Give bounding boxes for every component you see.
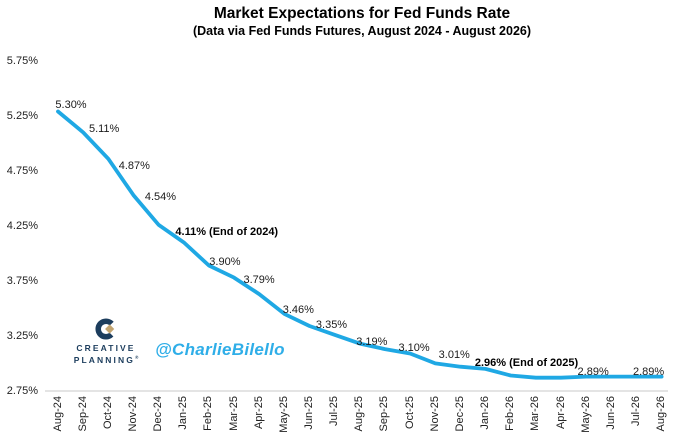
fed-funds-rate-line [56,109,664,380]
data-point-label: 2.89% [632,365,665,378]
y-tick-label: 5.75% [6,55,38,67]
x-tick-label: Jan-26 [479,396,492,430]
data-point-label: 4.87% [118,159,150,172]
logo-text-planning: PLANNING® [73,354,139,365]
x-tick-label: Nov-24 [126,396,139,432]
data-point-label: 3.79% [243,273,275,286]
x-tick-label: Sep-24 [76,396,89,432]
data-point-label: 3.10% [398,341,430,354]
y-tick-label: 2.75% [6,385,38,397]
data-point-label: 3.01% [438,349,470,362]
data-point-label: 2.96% (End of 2025) [474,356,579,369]
x-tick-label: Nov-25 [428,396,441,432]
x-tick-label: Aug-24 [51,396,64,432]
x-tick-label: Oct-25 [403,396,416,430]
data-point-label: 5.30% [55,98,87,111]
x-tick-label: Jul-26 [629,396,642,426]
x-tick-label: Mar-26 [529,396,542,431]
x-tick-label: Aug-26 [655,396,668,432]
data-point-label: 4.54% [144,191,177,204]
x-tick-label: Apr-25 [252,396,265,430]
watermark: @CharlieBilello [155,340,285,359]
x-tick-label: Mar-25 [227,396,240,431]
data-point-label: 4.11% (End of 2024) [175,226,279,239]
y-tick-label: 5.25% [6,110,38,122]
x-tick-label: Feb-25 [202,396,215,431]
data-point-label: 3.90% [209,255,241,268]
x-tick-label: May-25 [277,396,290,433]
x-tick-label: Aug-25 [353,396,366,432]
x-tick-label: Sep-25 [378,396,391,432]
x-tick-label: Jan-25 [177,396,190,430]
y-tick-label: 4.25% [6,220,38,232]
y-tick-label: 3.75% [6,275,38,287]
chart-title: Market Expectations for Fed Funds Rate [213,5,511,22]
data-point-label: 2.89% [577,365,609,378]
x-tick-label: May-26 [579,396,592,433]
logo-text-creative: CREATIVE [76,343,136,353]
creative-planning-logo-icon [95,318,117,340]
y-tick-label: 3.25% [6,330,38,342]
creative-planning-logo: CREATIVE PLANNING® [68,318,144,365]
data-point-label: 3.35% [315,319,348,331]
x-tick-label: Oct-24 [101,396,114,430]
data-point-label: 3.46% [282,303,314,316]
x-tick-label: Feb-26 [504,396,517,431]
x-tick-label: Apr-26 [554,396,567,430]
x-tick-label: Dec-25 [453,396,466,432]
x-tick-label: Jul-25 [328,396,341,426]
data-point-label: 3.19% [356,335,388,348]
y-tick-label: 4.75% [6,165,38,177]
data-point-label: 5.11% [88,123,120,136]
x-tick-label: Jun-26 [604,396,617,430]
x-tick-label: Jun-25 [303,396,315,430]
chart-subtitle: (Data via Fed Funds Futures, August 2024… [192,24,532,38]
x-tick-label: Dec-24 [152,396,165,432]
logo-trademark: ® [134,355,139,360]
chart-header: Market Expectations for Fed Funds Rate (… [44,4,680,39]
